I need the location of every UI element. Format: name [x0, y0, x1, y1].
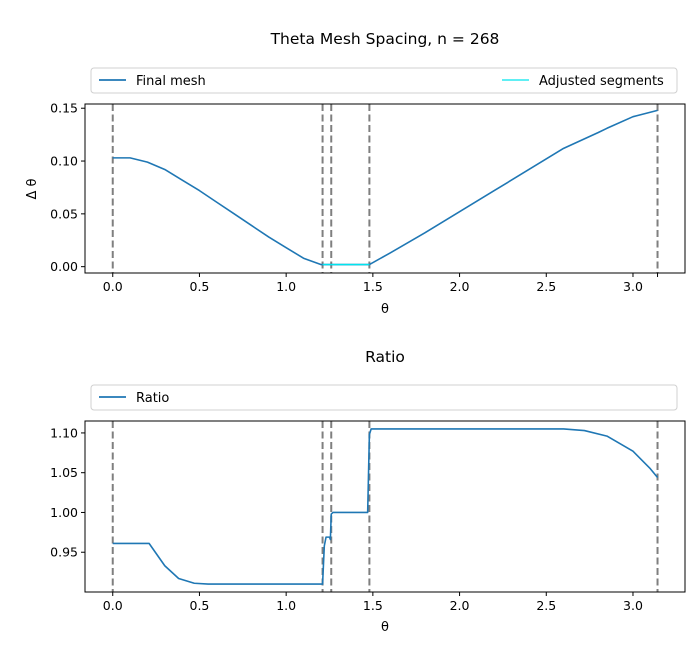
y-tick-label: 1.05	[50, 465, 78, 480]
panel-ratio: Ratio Ratio 0.0 0.5 1.0 1.5 2.0 2.5 3.0 0.95 1.…	[50, 348, 686, 635]
y-tick-label: 0.15	[50, 101, 78, 116]
y-tick-label: 0.95	[50, 545, 78, 560]
x-axis-label: θ	[381, 620, 389, 635]
y-axis-label: Δ θ	[25, 178, 40, 199]
legend-label-adjusted-segments: Adjusted segments	[539, 74, 664, 89]
x-tick-label: 2.0	[450, 279, 470, 294]
y-ticks: 0.00 0.05 0.10 0.15	[50, 101, 85, 274]
plot-frame	[84, 103, 686, 274]
legend: Ratio	[90, 384, 678, 411]
x-tick-label: 2.0	[450, 598, 470, 613]
chart-title: Theta Mesh Spacing, n = 268	[270, 30, 500, 48]
boundary-lines	[111, 104, 659, 273]
series-line-0	[112, 428, 659, 585]
series-lines	[112, 109, 658, 266]
legend-frame	[90, 384, 678, 411]
series-line-0	[112, 109, 658, 266]
y-ticks: 0.95 1.00 1.05 1.10	[50, 425, 85, 560]
x-tick-label: 2.5	[536, 279, 556, 294]
x-tick-label: 3.0	[623, 279, 643, 294]
x-tick-label: 0.0	[103, 279, 123, 294]
x-tick-label: 1.0	[276, 598, 296, 613]
x-tick-label: 1.5	[363, 598, 383, 613]
legend-label-ratio: Ratio	[136, 391, 169, 406]
x-tick-label: 1.0	[276, 279, 296, 294]
y-tick-label: 0.10	[50, 154, 78, 169]
x-tick-label: 2.5	[536, 598, 556, 613]
x-tick-label: 3.0	[623, 598, 643, 613]
boundary-lines	[111, 421, 659, 592]
y-tick-label: 1.10	[50, 425, 78, 440]
x-tick-label: 0.0	[103, 598, 123, 613]
panel-mesh-spacing: Theta Mesh Spacing, n = 268 Final mesh A…	[25, 30, 686, 317]
legend-frame	[90, 67, 678, 94]
legend-label-final-mesh: Final mesh	[136, 74, 206, 89]
x-tick-label: 0.5	[190, 279, 210, 294]
legend: Final mesh Adjusted segments	[90, 67, 678, 94]
y-tick-label: 0.05	[50, 206, 78, 221]
y-tick-label: 0.00	[50, 259, 78, 274]
x-ticks: 0.0 0.5 1.0 1.5 2.0 2.5 3.0	[103, 273, 659, 294]
x-tick-label: 0.5	[190, 598, 210, 613]
x-ticks: 0.0 0.5 1.0 1.5 2.0 2.5 3.0	[103, 592, 643, 613]
y-tick-label: 1.00	[50, 505, 78, 520]
plot-frame	[84, 420, 686, 593]
x-tick-label: 1.5	[363, 279, 383, 294]
x-axis-label: θ	[381, 302, 389, 317]
series-lines	[112, 428, 659, 585]
chart-title: Ratio	[365, 348, 405, 366]
